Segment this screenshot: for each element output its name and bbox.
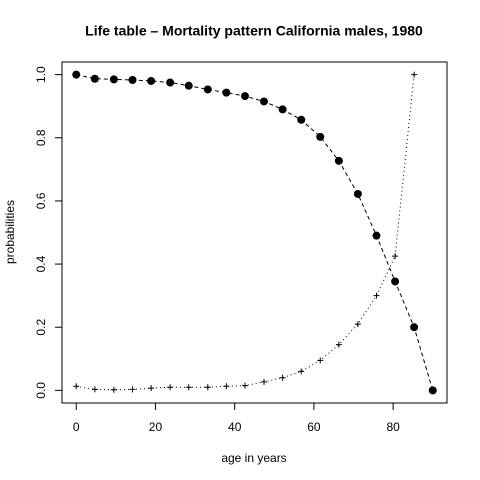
y-tick-label: 0.6 <box>34 192 48 209</box>
y-tick-label: 0.2 <box>34 319 48 336</box>
point <box>335 341 342 348</box>
point <box>223 383 230 390</box>
series-line <box>76 74 415 391</box>
x-axis-label: age in years <box>221 451 286 465</box>
y-axis-label: probabilities <box>3 200 17 264</box>
chart-title: Life table – Mortality pattern Californi… <box>85 23 423 39</box>
x-tick-label: 0 <box>73 420 80 434</box>
x-tick-label: 60 <box>307 420 321 434</box>
point <box>129 386 136 393</box>
series-line <box>76 74 434 391</box>
x-tick-label: 40 <box>228 420 242 434</box>
point <box>428 386 437 395</box>
point <box>147 76 156 85</box>
point <box>90 74 99 83</box>
point <box>222 88 231 97</box>
point <box>167 384 174 391</box>
y-tick-label: 0.0 <box>34 382 48 399</box>
point <box>316 132 325 141</box>
point <box>72 70 81 79</box>
point <box>109 75 118 84</box>
point <box>392 253 399 260</box>
point <box>240 92 249 101</box>
point <box>148 385 155 392</box>
point <box>297 115 306 124</box>
point <box>372 231 381 240</box>
point <box>184 81 193 90</box>
point <box>260 97 269 106</box>
point <box>261 378 268 385</box>
point <box>354 321 361 328</box>
point <box>73 383 80 390</box>
x-tick-label: 20 <box>149 420 163 434</box>
point <box>298 368 305 375</box>
plot-frame <box>61 61 448 404</box>
point <box>334 156 343 165</box>
point <box>317 357 324 364</box>
x-tick-label: 80 <box>386 420 400 434</box>
point <box>411 71 418 78</box>
point <box>91 386 98 393</box>
y-tick-label: 1.0 <box>34 66 48 83</box>
y-tick-label: 0.8 <box>34 129 48 146</box>
point <box>203 85 212 94</box>
point <box>204 384 211 391</box>
point <box>353 189 362 198</box>
point <box>391 277 400 286</box>
point <box>241 382 248 389</box>
point <box>185 384 192 391</box>
point <box>373 292 380 299</box>
y-tick-label: 0.4 <box>34 255 48 272</box>
point <box>166 78 175 87</box>
point <box>279 374 286 381</box>
point <box>128 75 137 84</box>
point <box>278 105 287 114</box>
point <box>410 323 419 332</box>
point <box>110 386 117 393</box>
